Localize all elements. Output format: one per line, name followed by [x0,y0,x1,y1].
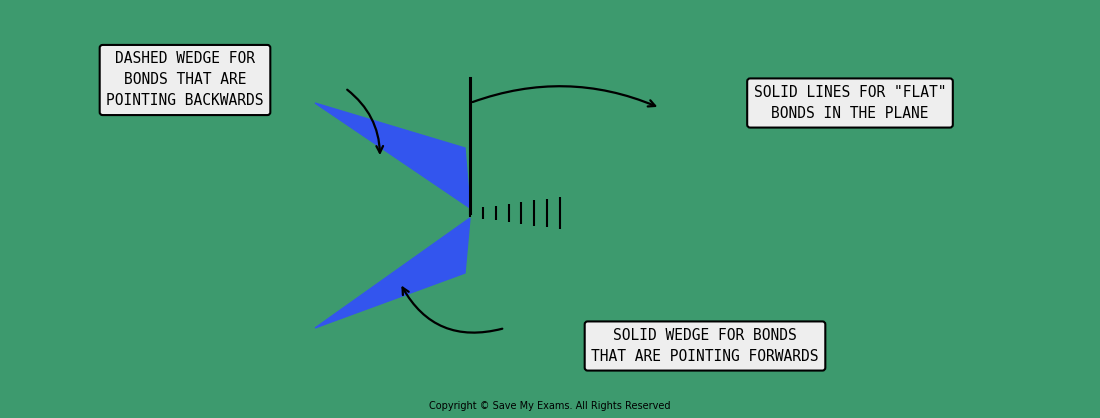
Text: DASHED WEDGE FOR
BONDS THAT ARE
POINTING BACKWARDS: DASHED WEDGE FOR BONDS THAT ARE POINTING… [107,51,264,109]
Text: SOLID WEDGE FOR BONDS
THAT ARE POINTING FORWARDS: SOLID WEDGE FOR BONDS THAT ARE POINTING … [592,328,818,364]
Text: SOLID LINES FOR "FLAT"
BONDS IN THE PLANE: SOLID LINES FOR "FLAT" BONDS IN THE PLAN… [754,85,946,121]
Polygon shape [315,218,470,328]
Text: Copyright © Save My Exams. All Rights Reserved: Copyright © Save My Exams. All Rights Re… [429,401,671,411]
Polygon shape [315,103,470,208]
